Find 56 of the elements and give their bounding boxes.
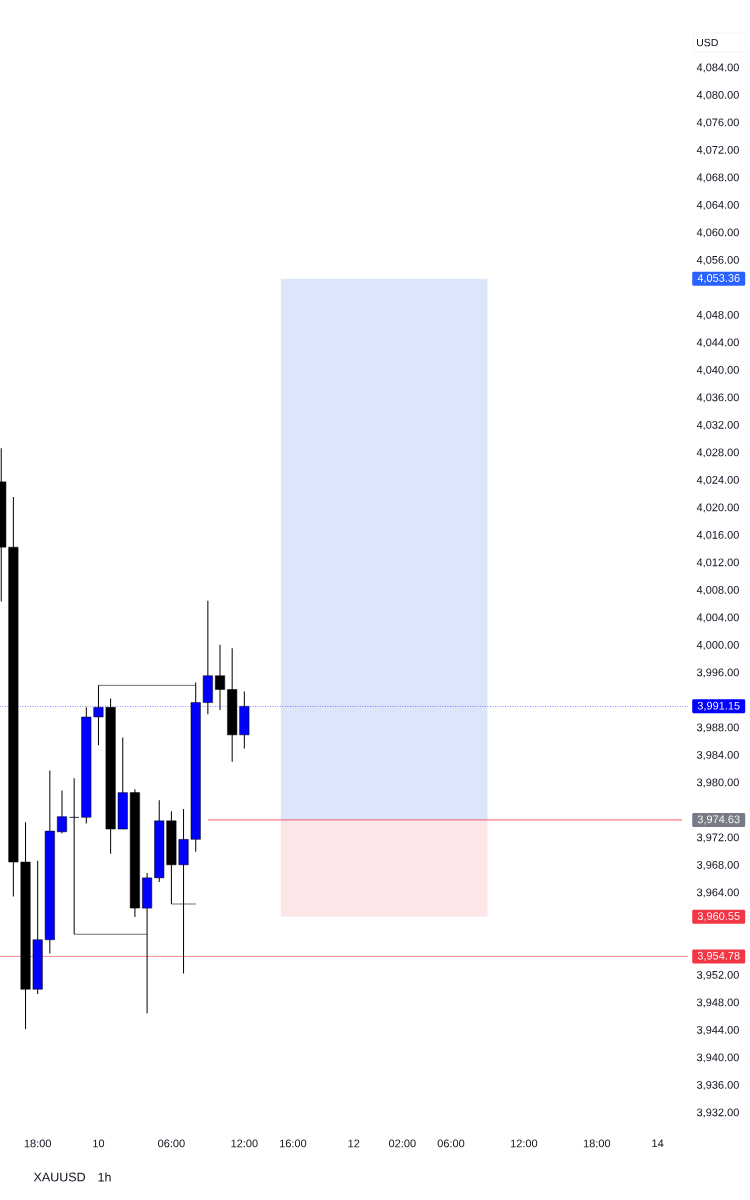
y-axis-title: USD	[697, 38, 718, 47]
y-tick-label: 4,072.00	[696, 145, 739, 156]
y-tick-label: 4,028.00	[696, 448, 739, 458]
x-tick-label: 14	[652, 1139, 664, 1148]
y-tick-label: 3,980.00	[696, 778, 739, 788]
y-tick-label: 4,080.00	[696, 90, 739, 101]
y-tick-label: 4,064.00	[696, 200, 739, 211]
y-tick-label: 3,996.00	[696, 668, 739, 678]
y-tick-label: 4,004.00	[696, 613, 739, 623]
candlestick	[57, 790, 67, 834]
y-tick-label: 3,964.00	[696, 888, 739, 898]
y-tick-label: 4,000.00	[696, 640, 739, 651]
x-tick-label: 12	[348, 1139, 360, 1148]
y2-tick-label: 3,960.55	[697, 912, 740, 922]
y-tick-label: 4,008.00	[696, 585, 739, 596]
y-tick-label: 4,068.00	[696, 173, 739, 183]
y2-tick-label: 4,053.36	[697, 274, 740, 284]
y-tick-label: 3,952.00	[696, 970, 739, 981]
y-tick-label: 4,056.00	[696, 255, 739, 266]
text: 1h	[98, 1172, 111, 1182]
x-tick-label: 16:00	[280, 1139, 307, 1148]
y-tick-label: 3,948.00	[696, 998, 739, 1008]
y-tick-label: 4,012.00	[696, 558, 739, 568]
x-tick-label: 06:00	[158, 1139, 185, 1148]
x-tick-label: 02:00	[389, 1139, 416, 1148]
candlestick	[215, 644, 226, 711]
y-tick-label: 4,040.00	[696, 365, 739, 376]
ref-line-label: 3,954.78	[697, 951, 740, 961]
y-tick-label: 3,972.00	[696, 833, 739, 843]
y-tick-label: 4,076.00	[696, 118, 739, 128]
text: XAUUSD	[33, 1172, 86, 1182]
x-tick-label: 10	[93, 1139, 105, 1148]
x-tick-label: 12:00	[510, 1139, 538, 1148]
y-tick-label: 3,932.00	[696, 1108, 739, 1118]
y-tick-label: 3,936.00	[696, 1080, 739, 1091]
ref-line-label: 3,991.15	[697, 701, 740, 711]
y-tick-label: 4,024.00	[696, 475, 739, 486]
y-tick-label: 4,032.00	[696, 420, 739, 431]
y-tick-label: 3,940.00	[696, 1053, 739, 1063]
x-tick-label: 18:00	[24, 1139, 51, 1148]
y-tick-label: 4,084.00	[696, 63, 739, 73]
y-tick-label: 4,036.00	[696, 393, 739, 403]
y-tick-label: 4,048.00	[696, 310, 739, 321]
y-tick-label: 3,984.00	[696, 750, 739, 761]
y-tick-label: 3,988.00	[696, 723, 739, 733]
y-tick-label: 3,968.00	[696, 860, 739, 871]
y-tick-label: 4,020.00	[696, 503, 739, 513]
y-tick-label: 4,016.00	[696, 530, 739, 541]
candlestick	[69, 777, 80, 935]
x-tick-label: 06:00	[437, 1139, 465, 1148]
y-tick-label: 4,060.00	[696, 228, 739, 238]
y2-tick-label: 3,974.63	[697, 815, 740, 825]
y-tick-label: 4,044.00	[696, 338, 739, 348]
x-tick-label: 18:00	[583, 1139, 611, 1148]
y-tick-label: 3,944.00	[696, 1025, 739, 1036]
x-tick-label: 12:00	[231, 1139, 258, 1148]
